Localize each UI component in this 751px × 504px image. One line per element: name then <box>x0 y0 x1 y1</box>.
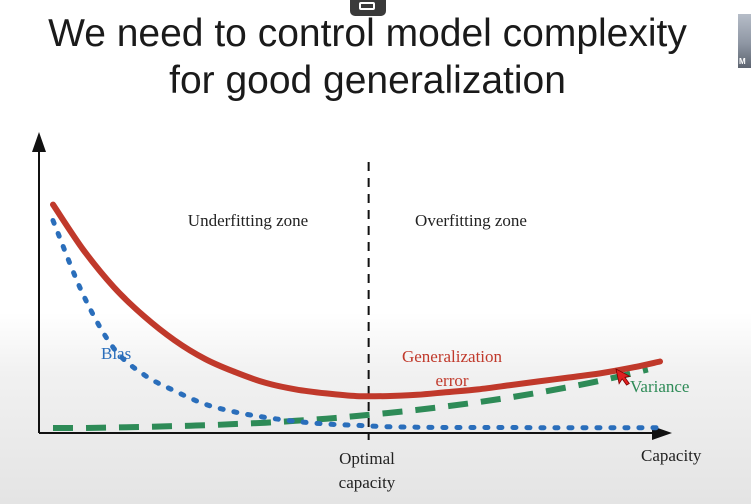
zone-label-overfitting: Overfitting zone <box>415 211 527 230</box>
optimal-capacity-label-line-1: Optimal <box>339 449 395 468</box>
series-layer <box>50 201 663 432</box>
x-axis-label: Capacity <box>641 446 702 465</box>
participant-video-thumbnail[interactable]: M <box>738 14 751 68</box>
slide-title: We need to control model complexity for … <box>0 10 735 104</box>
screen-share-tab[interactable] <box>350 0 386 16</box>
y-axis-arrow <box>32 132 46 152</box>
series-line-variance <box>52 366 649 432</box>
slide-title-line-2: for good generalization <box>169 59 566 102</box>
generalization-label-line-1: Generalization <box>402 347 503 366</box>
slide-title-line-1: We need to control model complexity <box>48 12 687 55</box>
mouse-cursor-icon <box>615 368 631 386</box>
variance-label: Variance <box>630 377 689 396</box>
series-line-bias <box>50 218 663 431</box>
participant-label: M <box>739 57 746 66</box>
bias-label: Bias <box>101 344 131 363</box>
window-icon <box>359 2 375 10</box>
optimal-capacity-label-line-2: capacity <box>339 473 396 492</box>
generalization-label-line-2: error <box>435 371 468 390</box>
zone-label-underfitting: Underfitting zone <box>188 211 308 230</box>
series-line-generalization-error <box>50 201 663 400</box>
